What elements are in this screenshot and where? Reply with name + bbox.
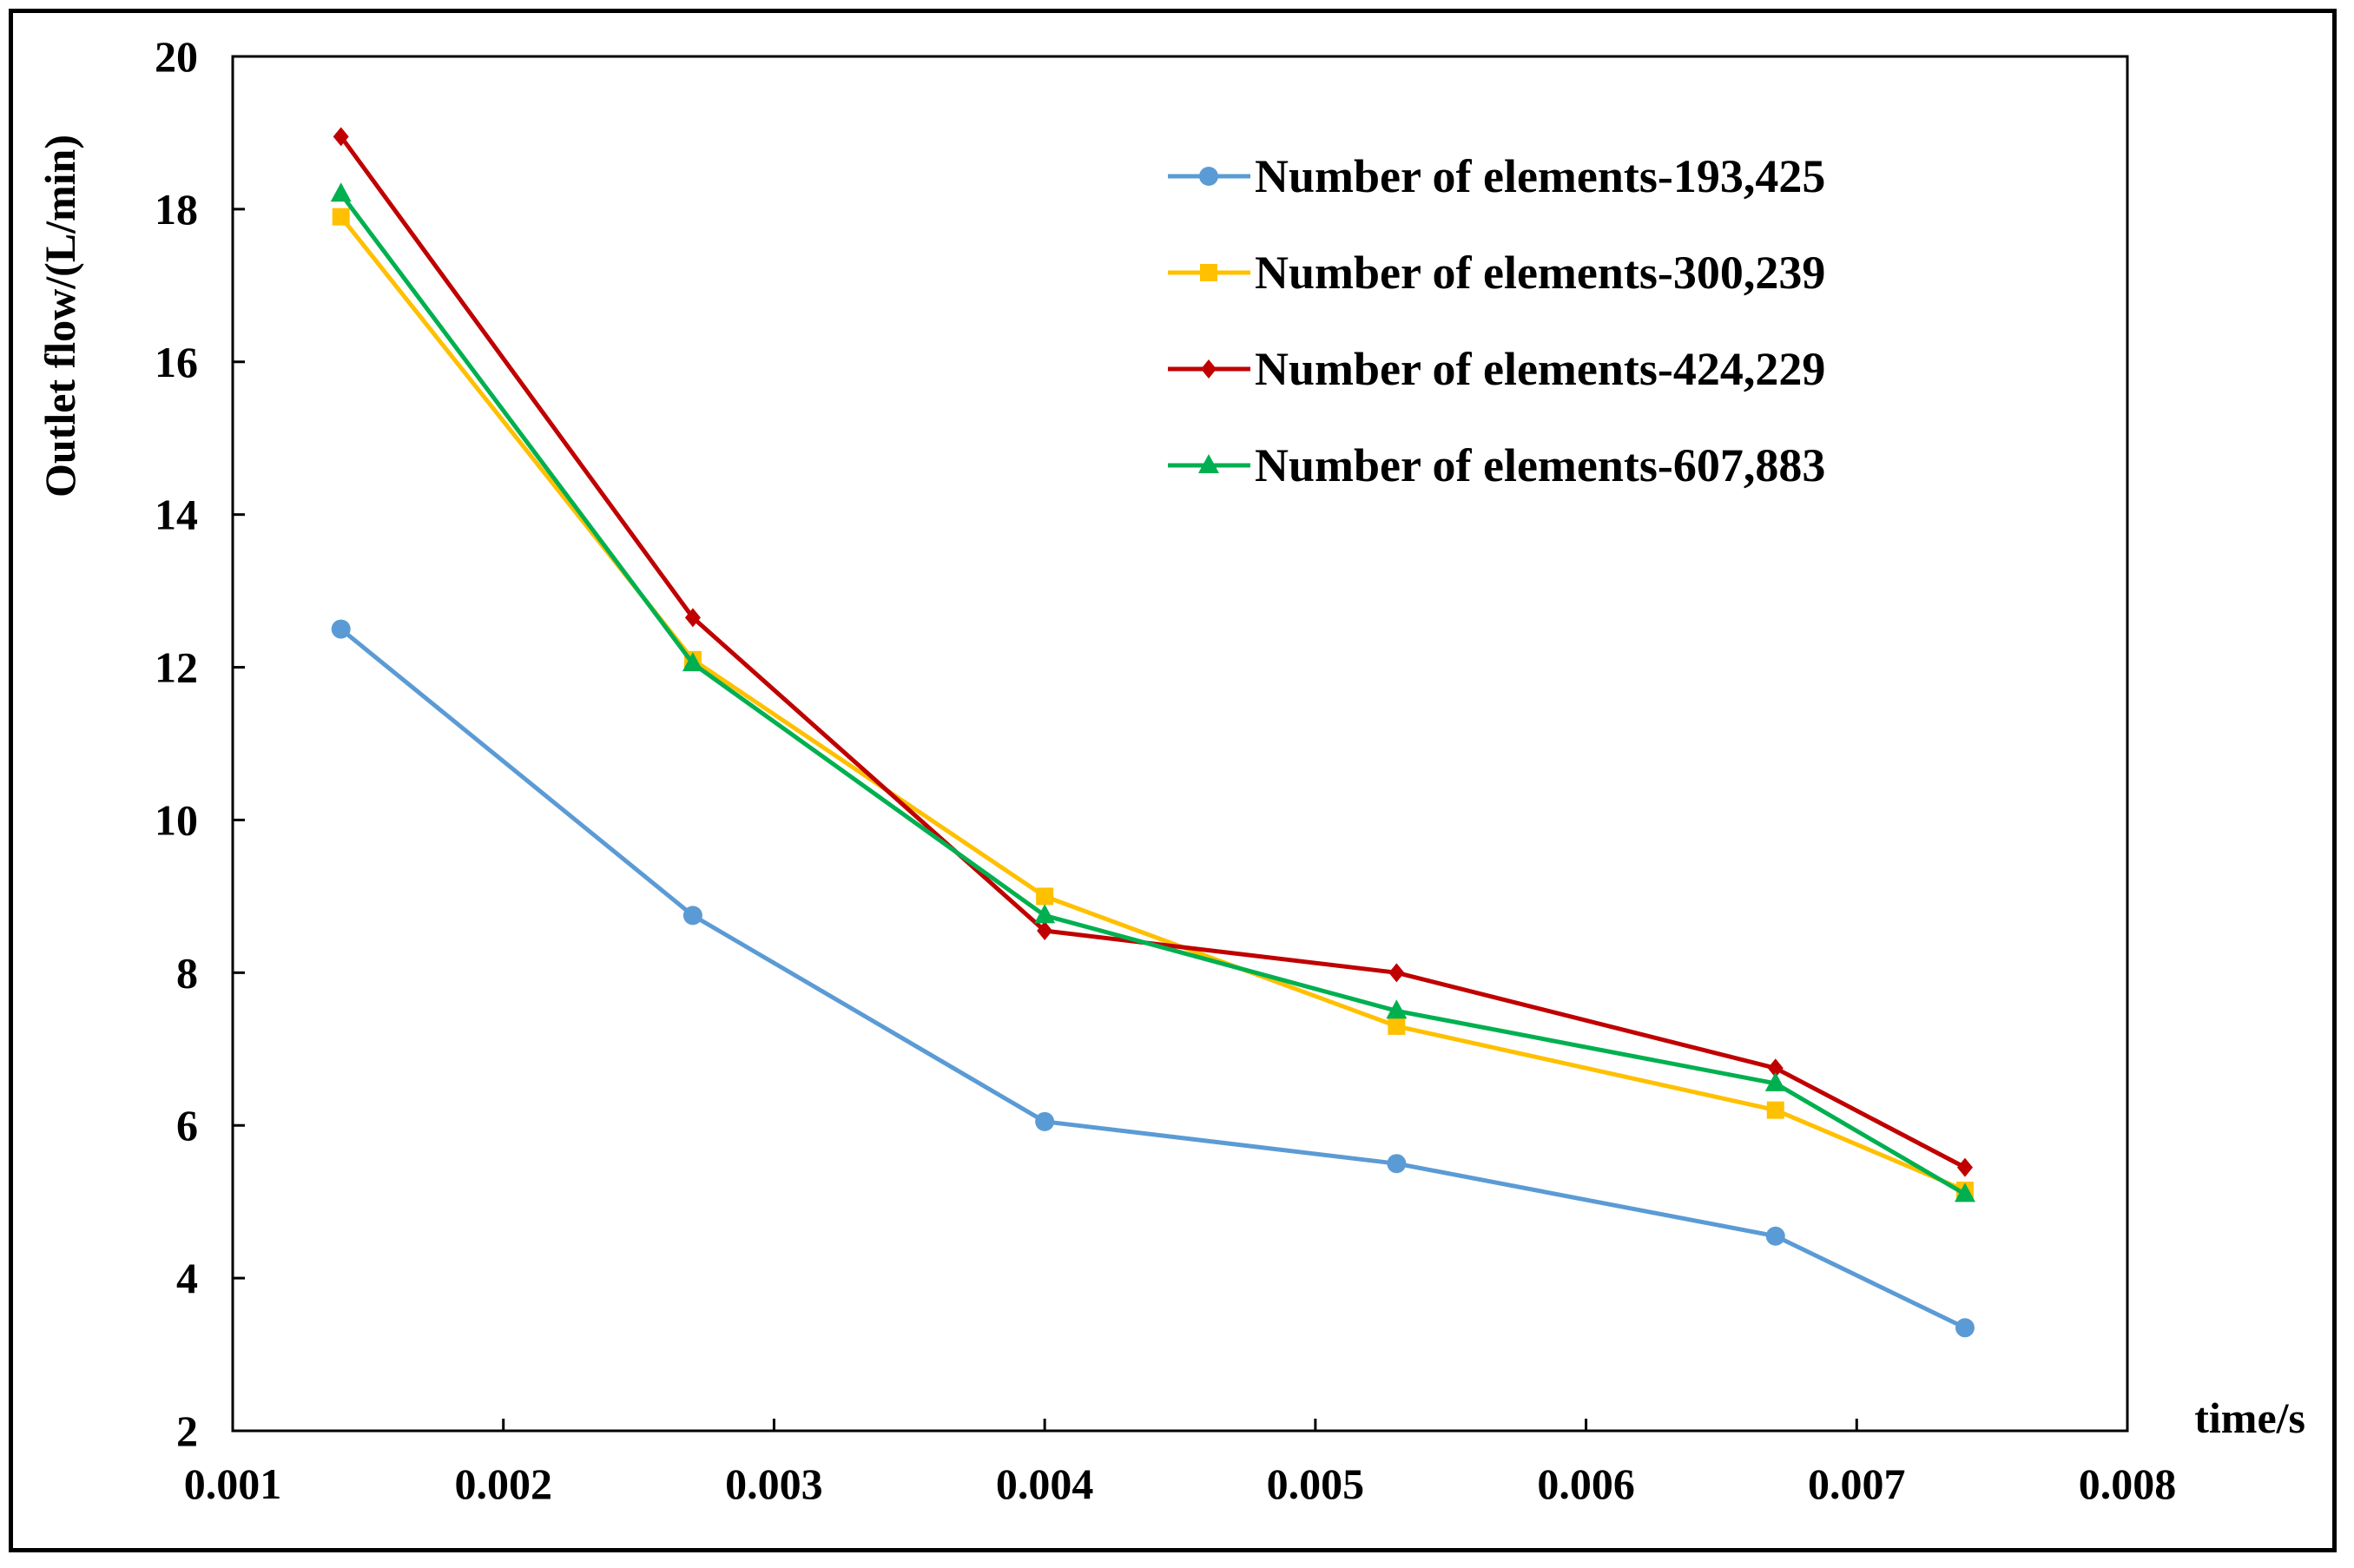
legend-label: Number of elements-193,425 [1255, 150, 1825, 202]
data-point [331, 619, 351, 639]
series-line [339, 135, 1967, 1169]
data-point [1037, 920, 1053, 940]
legend-item: Number of elements-424,229 [1168, 343, 1825, 395]
legend-label: Number of elements-607,883 [1255, 439, 1825, 491]
y-tick-label: 12 [155, 643, 198, 692]
legend-swatch-marker [1200, 264, 1217, 281]
y-axis-title: Outlet flow/(L/min) [36, 135, 84, 497]
data-point [684, 608, 701, 628]
data-point [682, 652, 703, 672]
legend-swatch-marker [1199, 167, 1218, 186]
series-4 [330, 182, 1975, 1202]
data-point [1034, 904, 1056, 924]
legend-item: Number of elements-300,239 [1168, 247, 1825, 299]
x-tick-label: 0.003 [725, 1459, 823, 1508]
data-point [332, 208, 350, 226]
legend-item: Number of elements-193,425 [1168, 150, 1825, 202]
x-tick-label: 0.006 [1537, 1459, 1635, 1508]
data-point [1036, 887, 1054, 906]
series-line [340, 627, 1967, 1330]
data-point [1766, 1101, 1784, 1119]
data-point [1956, 1157, 1973, 1177]
legend-label: Number of elements-424,229 [1255, 343, 1825, 395]
x-tick-label: 0.004 [996, 1459, 1094, 1508]
y-tick-label: 18 [155, 185, 198, 234]
series-1 [331, 619, 1975, 1338]
x-axis-ticks: 0.001 0.002 0.003 0.004 0.005 0.006 0.007 0.008 [184, 1419, 2177, 1508]
data-point [1765, 1226, 1785, 1246]
data-point [1388, 963, 1405, 983]
legend: Number of elements-193,425 Number of elem… [1168, 150, 1825, 491]
x-tick-label: 0.005 [1267, 1459, 1365, 1508]
x-axis-title: time/s [2194, 1393, 2305, 1442]
legend-item: Number of elements-607,883 [1168, 439, 1825, 491]
data-point [1035, 1111, 1055, 1131]
data-point [1764, 1071, 1786, 1091]
plot-area [231, 55, 2129, 1433]
y-tick-label: 10 [155, 795, 198, 844]
data-point [1387, 1154, 1407, 1174]
x-tick-label: 0.008 [2079, 1459, 2177, 1508]
y-axis-ticks: 2 4 6 8 10 12 14 16 18 20 [155, 32, 245, 1455]
data-point [1954, 1183, 1975, 1202]
y-tick-label: 4 [176, 1254, 198, 1302]
series-layer [330, 127, 1975, 1338]
x-tick-label: 0.007 [1808, 1459, 1906, 1508]
legend-swatch-marker [1198, 454, 1219, 473]
legend-label: Number of elements-300,239 [1255, 247, 1825, 299]
x-tick-label: 0.001 [184, 1459, 282, 1508]
y-tick-label: 8 [176, 948, 198, 997]
series-line [339, 192, 1967, 1196]
legend-swatch-marker [1201, 359, 1217, 379]
x-tick-label: 0.002 [454, 1459, 552, 1508]
y-tick-label: 20 [155, 32, 198, 81]
series-3 [333, 127, 1973, 1177]
data-point [1955, 1318, 1975, 1338]
y-tick-label: 2 [176, 1407, 198, 1455]
data-point [1386, 999, 1408, 1019]
data-point [333, 127, 349, 147]
y-tick-label: 16 [155, 338, 198, 386]
y-tick-label: 6 [176, 1101, 198, 1150]
data-point [330, 182, 352, 202]
data-point [1388, 1017, 1406, 1035]
data-point [1767, 1058, 1784, 1078]
y-tick-label: 14 [155, 491, 198, 539]
data-point [682, 906, 702, 926]
